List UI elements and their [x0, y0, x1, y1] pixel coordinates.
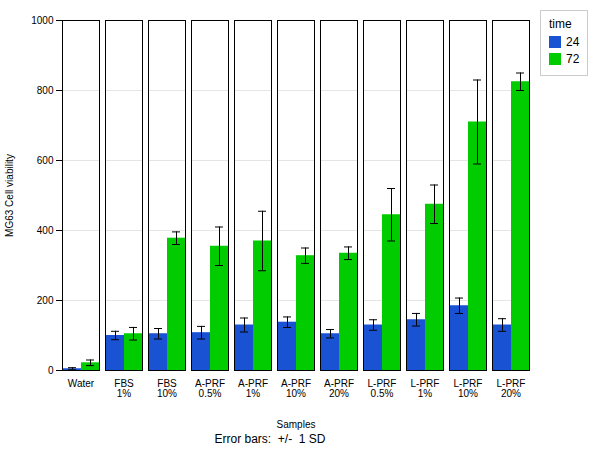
svg-text:MG63 Cell viability: MG63 Cell viability [4, 154, 15, 237]
svg-text:1000: 1000 [31, 15, 54, 26]
html-text:Error bars: +/- 1 SD: Error bars: +/- 1 SD [214, 432, 326, 446]
svg-text:A-PRF1%: A-PRF1% [238, 378, 268, 399]
html-text:24: 24 [566, 35, 580, 49]
svg-text:L-PRF1%: L-PRF1% [411, 378, 440, 399]
html-text:72: 72 [566, 52, 580, 66]
svg-text:L-PRF0.5%: L-PRF0.5% [368, 378, 397, 399]
svg-text:L-PRF20%: L-PRF20% [497, 378, 526, 399]
svg-text:400: 400 [37, 225, 54, 236]
svg-text:600: 600 [37, 155, 54, 166]
svg-text:A-PRF0.5%: A-PRF0.5% [195, 378, 225, 399]
svg-text:800: 800 [37, 85, 54, 96]
svg-text:Samples: Samples [277, 419, 316, 430]
svg-text:L-PRF10%: L-PRF10% [454, 378, 483, 399]
svg-text:0: 0 [48, 365, 54, 376]
svg-text:FBS10%: FBS10% [157, 378, 177, 399]
svg-text:A-PRF20%: A-PRF20% [324, 378, 354, 399]
svg-text:FBS1%: FBS1% [114, 378, 134, 399]
svg-text:A-PRF10%: A-PRF10% [281, 378, 311, 399]
html-text:time: time [549, 17, 572, 31]
svg-text:200: 200 [37, 295, 54, 306]
svg-text:Water: Water [68, 378, 95, 389]
